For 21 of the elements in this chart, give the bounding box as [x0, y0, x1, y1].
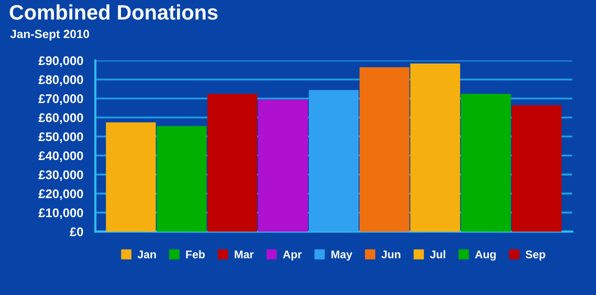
- y-tick-label: £50,000: [38, 132, 84, 143]
- y-tick-label: £40,000: [38, 151, 84, 162]
- chart-title: Combined Donations: [10, 4, 218, 20]
- legend-label: May: [331, 250, 352, 261]
- y-tick-label: £60,000: [38, 113, 84, 124]
- legend-label: Jan: [138, 250, 156, 258]
- legend-label: Apr: [282, 250, 302, 261]
- y-tick-label: £70,000: [38, 94, 84, 105]
- legend-label: Aug: [475, 250, 496, 261]
- legend-label: Jun: [381, 250, 400, 258]
- legend-label: Jul: [430, 250, 446, 258]
- chart-subtitle: Jan-Sept 2010: [10, 30, 90, 41]
- legend-label: Feb: [186, 250, 205, 258]
- y-tick-label: £0: [70, 227, 84, 236]
- y-tick-label: £20,000: [38, 189, 84, 200]
- legend-label: Sep: [526, 250, 546, 261]
- y-tick-label: £10,000: [38, 208, 84, 220]
- y-tick-label: £90,000: [38, 56, 84, 67]
- legend-label: Mar: [234, 250, 254, 258]
- y-tick-label: £30,000: [38, 170, 84, 182]
- y-tick-label: £80,000: [38, 75, 84, 86]
